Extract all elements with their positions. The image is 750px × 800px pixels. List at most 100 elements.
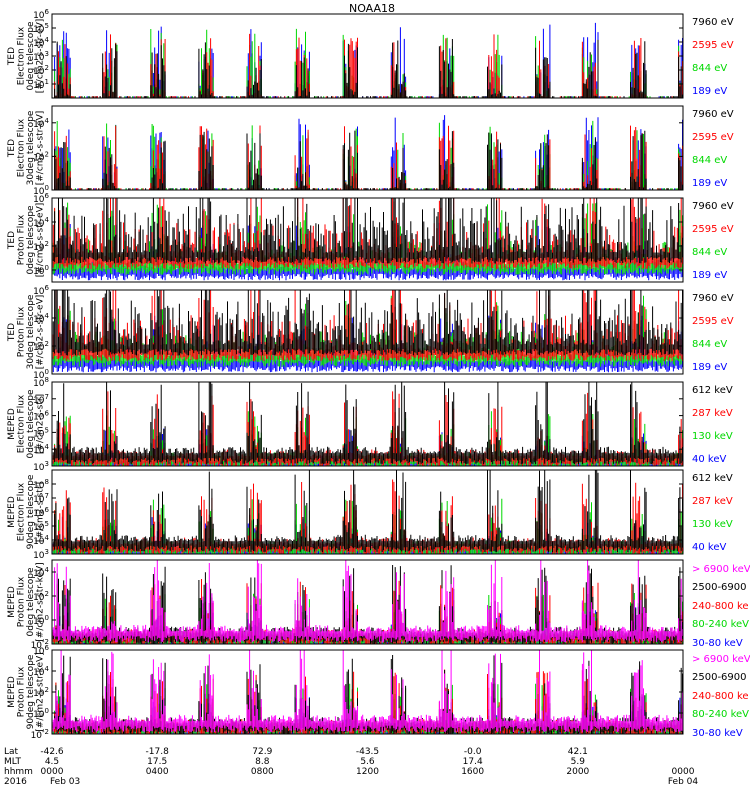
y-tick-label: 107 xyxy=(33,393,49,406)
panel-data xyxy=(52,290,683,373)
time-axis-hhmm: 1200 xyxy=(356,767,379,777)
time-row-label: Lat xyxy=(4,747,19,757)
y-label-line: [#/cm2-s-str-keV] xyxy=(36,652,46,731)
panel-data xyxy=(52,470,683,554)
y-tick-label: 106 xyxy=(33,8,49,21)
panel-data xyxy=(52,382,683,466)
time-axis-lat: -0.0 xyxy=(464,747,482,757)
y-label-line: 30deg telescope xyxy=(26,110,36,185)
panel-data xyxy=(52,650,683,734)
legend-entry: 7960 eV xyxy=(692,17,734,28)
y-tick-label: 104 xyxy=(33,443,49,456)
panel-data xyxy=(54,22,683,98)
y-tick-label: 100 xyxy=(33,614,49,627)
y-axis-label: MEPED Electron Flux 0deg telescope [#/cm2-s… xyxy=(7,389,46,459)
legend-entry: 130 keV xyxy=(692,431,733,442)
y-label-line: MEPED xyxy=(7,586,17,618)
y-label-line: Proton Flux xyxy=(17,214,27,265)
series-trace xyxy=(54,39,683,98)
time-axis-mlt: 17.4 xyxy=(463,757,483,767)
time-row-label: 2016 xyxy=(4,777,27,787)
series-trace xyxy=(52,382,683,465)
panel-frame xyxy=(51,13,684,99)
legend-entry: 844 eV xyxy=(692,63,727,74)
legend-entry: 612 keV xyxy=(692,385,733,396)
series-trace xyxy=(54,125,683,190)
time-axis-mlt: 17.5 xyxy=(147,757,167,767)
legend-entry: 30-80 keV xyxy=(692,728,743,739)
y-tick-label: 108 xyxy=(33,478,49,491)
y-label-line: [#/cm2-s-str-keV] xyxy=(36,562,46,641)
series-trace xyxy=(54,33,683,98)
legend-entry: 2595 eV xyxy=(692,224,734,235)
y-label-line: MEPED xyxy=(7,676,17,708)
time-axis-lat: -43.5 xyxy=(356,747,379,757)
panel-frame xyxy=(51,381,684,467)
legend-entry: 287 keV xyxy=(692,496,733,507)
legend-entry: 189 eV xyxy=(692,270,727,281)
legend-entry: 240-800 ke xyxy=(692,601,749,612)
time-axis-date: Feb 03 xyxy=(50,777,80,787)
legend-entry: 2595 eV xyxy=(692,316,734,327)
y-label-line: Proton Flux xyxy=(17,666,27,717)
time-axis-lat: -17.8 xyxy=(146,747,170,757)
y-tick-label: 100 xyxy=(33,368,49,381)
y-tick-label: 10-2 xyxy=(31,728,49,741)
y-tick-label: 104 xyxy=(33,36,49,49)
time-axis-mlt: 8.8 xyxy=(255,757,270,767)
time-row-label: hhmm xyxy=(4,767,33,777)
legend-entry: 2595 eV xyxy=(692,132,734,143)
y-label-line: [#/cm2-s-str-eV] xyxy=(36,19,46,94)
legend-entry: 612 keV xyxy=(692,473,733,484)
y-tick-label: 107 xyxy=(33,492,49,505)
legend-entry: 844 eV xyxy=(692,247,727,258)
y-tick-label: 104 xyxy=(33,566,49,579)
time-axis-hhmm: 0800 xyxy=(251,767,274,777)
y-tick-label: 104 xyxy=(33,534,49,547)
y-label-line: 90deg telescope xyxy=(26,474,36,549)
panel-data xyxy=(52,115,683,190)
y-tick-label: 102 xyxy=(33,340,49,353)
legend-entry: 7960 eV xyxy=(692,109,734,120)
panel-frame xyxy=(51,559,684,645)
y-label-line: TED xyxy=(7,231,17,250)
y-axis-label: TED Proton Flux 0deg telescope [#/cm2-s-str… xyxy=(7,203,46,278)
series-trace xyxy=(54,130,683,190)
y-label-line: [#/cm2-s-str] xyxy=(36,482,46,542)
legend-entry: 240-800 ke xyxy=(692,691,749,702)
legend-entry: 130 keV xyxy=(692,519,733,530)
y-label-line: [#/cm2-s-str-eV] xyxy=(36,203,46,278)
series-trace xyxy=(52,650,683,733)
legend-entry: > 6900 keV xyxy=(692,654,750,665)
legend-entry: 189 eV xyxy=(692,86,727,97)
y-axis-label: TED Proton Flux 30deg telescope [#/cm2-s-st… xyxy=(7,294,46,369)
time-axis-hhmm: 0400 xyxy=(146,767,169,777)
y-label-line: 30deg telescope xyxy=(26,294,36,369)
series-trace xyxy=(52,198,683,264)
series-trace xyxy=(52,290,683,356)
y-tick-label: 102 xyxy=(33,686,49,699)
series-trace xyxy=(52,560,683,643)
y-label-line: TED xyxy=(7,47,17,66)
time-axis-hhmm: 1600 xyxy=(461,767,484,777)
legend-entry: 7960 eV xyxy=(692,201,734,212)
y-tick-label: 106 xyxy=(33,284,49,297)
time-axis-lat: 72.9 xyxy=(252,747,272,757)
series-trace xyxy=(54,28,683,98)
time-axis-lat: -42.6 xyxy=(40,747,64,757)
time-axis-lat: 42.1 xyxy=(568,747,588,757)
y-label-line: 90deg telescope xyxy=(26,654,36,729)
y-tick-label: 104 xyxy=(33,117,49,130)
y-tick-label: 100 xyxy=(33,264,49,277)
y-tick-label: 106 xyxy=(33,410,49,423)
y-label-line: TED xyxy=(7,139,17,158)
y-tick-label: 104 xyxy=(33,665,49,678)
time-axis-hhmm: 0000 xyxy=(672,767,695,777)
time-axis-hhmm: 2000 xyxy=(566,767,589,777)
